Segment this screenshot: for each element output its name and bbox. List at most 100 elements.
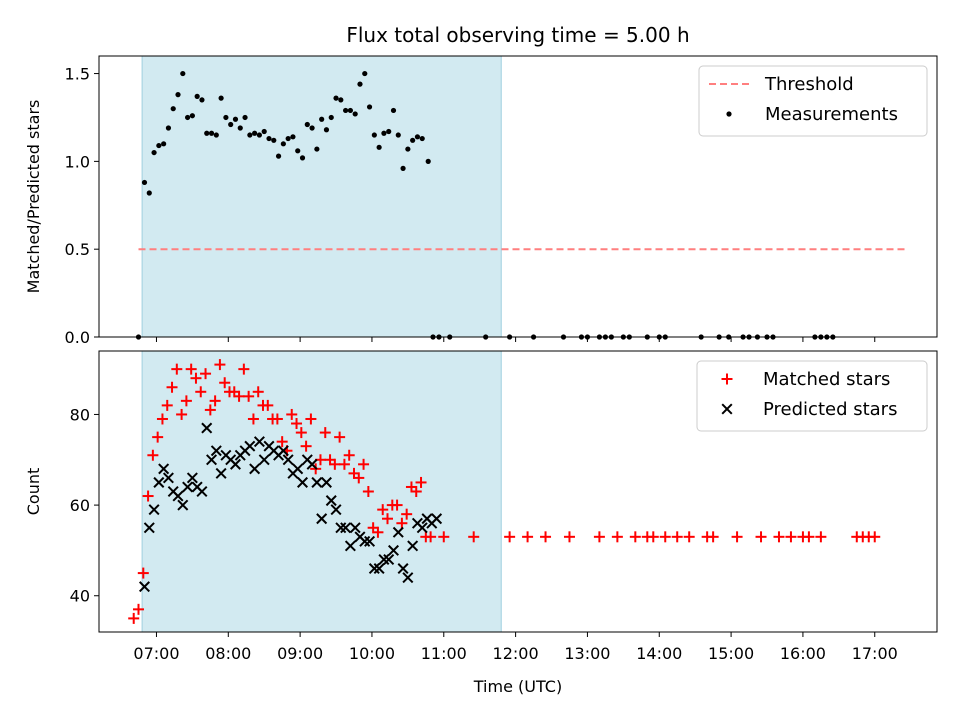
marker-stroke [258, 454, 270, 466]
x-tick-label: 16:00 [780, 644, 826, 663]
marker-stroke [392, 526, 404, 538]
data-point [410, 486, 422, 497]
data-point [540, 531, 552, 543]
marker-stroke [378, 553, 390, 565]
data-point [386, 128, 392, 135]
data-point [390, 107, 397, 114]
data-point [309, 125, 315, 131]
data-point [141, 179, 148, 186]
data-point [180, 395, 192, 407]
marker-stroke [177, 499, 189, 511]
data-point [199, 97, 205, 103]
marker-stroke [186, 472, 198, 484]
data-point [683, 531, 695, 543]
legend-box [698, 65, 928, 137]
y-tick-label: 0.0 [65, 328, 90, 347]
data-point [325, 495, 337, 507]
data-point [196, 485, 208, 498]
data-point [185, 363, 197, 375]
x-tick-label: 09:00 [277, 644, 323, 663]
data-point [291, 418, 303, 430]
legend-swatch [726, 111, 732, 117]
data-point [262, 399, 274, 411]
data-point [256, 132, 263, 138]
marker-stroke [143, 522, 155, 534]
marker-stroke [383, 553, 395, 565]
data-point [366, 104, 373, 110]
marker-stroke [368, 563, 380, 575]
observing-window-shade [141, 55, 502, 338]
data-point [431, 513, 443, 525]
data-point [563, 531, 575, 543]
y-tick-label: 1.5 [65, 65, 90, 84]
data-point [204, 130, 210, 136]
x-tick-label: 13:00 [564, 644, 610, 663]
data-point [323, 127, 330, 133]
data-point [276, 436, 288, 448]
data-point [305, 413, 317, 425]
marker-stroke [359, 535, 371, 547]
data-point [396, 517, 408, 529]
data-point [304, 121, 310, 128]
data-point [319, 116, 325, 122]
data-point [368, 563, 380, 575]
data-point [156, 413, 168, 425]
x-tick-label: 14:00 [636, 644, 682, 663]
y-tick-label: 0.5 [65, 240, 90, 259]
data-point [166, 381, 178, 393]
plot-area [128, 359, 881, 624]
data-point [316, 513, 328, 525]
data-point [190, 372, 202, 384]
marker-stroke [277, 445, 289, 457]
data-point [213, 132, 219, 138]
data-point [158, 463, 170, 475]
data-point [253, 436, 265, 448]
data-point [275, 153, 282, 159]
legend-label: Predicted stars [763, 399, 897, 420]
data-point [184, 114, 191, 121]
marker-stroke [249, 463, 261, 475]
data-point [869, 531, 881, 543]
data-point [785, 531, 797, 543]
marker-stroke [335, 522, 347, 534]
axes-frame [98, 350, 938, 633]
marker-stroke [253, 436, 265, 448]
data-point [382, 513, 394, 525]
data-point [195, 386, 207, 398]
data-point [206, 454, 218, 466]
marker-stroke [387, 544, 400, 556]
marker-stroke [721, 403, 733, 415]
marker-stroke [206, 454, 218, 466]
marker-stroke [162, 472, 174, 484]
data-point [228, 121, 234, 128]
data-point [373, 563, 385, 575]
chart-title: Flux total observing time = 5.00 h [346, 23, 689, 47]
marker-stroke [210, 445, 222, 457]
data-point [319, 427, 331, 439]
x-tick-label: 17:00 [852, 644, 898, 663]
data-point [252, 386, 264, 398]
data-point [172, 490, 184, 502]
data-point [138, 581, 150, 593]
data-point [247, 413, 259, 425]
data-point [410, 137, 416, 143]
data-point [233, 390, 245, 402]
marker-stroke [148, 504, 160, 516]
data-point [143, 522, 155, 534]
data-point [347, 107, 353, 114]
y-tick-label: 60 [70, 496, 90, 515]
data-point [659, 531, 671, 543]
data-point [357, 81, 363, 87]
data-point [329, 458, 341, 470]
data-point [243, 390, 255, 402]
data-point [285, 135, 291, 142]
data-point [148, 504, 160, 516]
marker-stroke [316, 513, 328, 525]
data-point [292, 463, 304, 475]
y-axis-label: Matched/Predicted stars [24, 100, 43, 294]
data-point [299, 155, 306, 161]
data-point [647, 531, 659, 543]
data-point [201, 422, 213, 434]
data-point [522, 531, 534, 543]
data-point [208, 130, 215, 136]
